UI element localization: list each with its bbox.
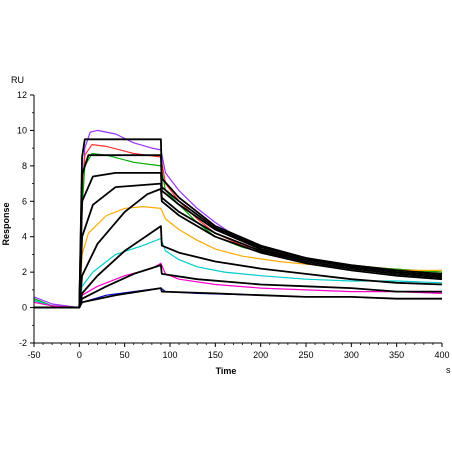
y-tick-label: 12: [17, 90, 27, 100]
x-tick-label: 400: [434, 350, 449, 360]
y-tick-label: 0: [22, 303, 27, 313]
y-tick-label: 6: [22, 196, 27, 206]
fit-curve-12: [34, 225, 443, 309]
x-tick-label: 200: [253, 350, 268, 360]
y-tick-label: -2: [19, 338, 27, 348]
x-axis-title: Time: [216, 366, 237, 376]
x-tick-label: 350: [389, 350, 404, 360]
fit-curve-10: [34, 182, 443, 309]
fit-curve-8: [34, 154, 443, 309]
y-tick-label: 10: [17, 125, 27, 135]
y-tick-label: 2: [22, 267, 27, 277]
fit-curve-11: [34, 188, 443, 309]
x-tick-label: 150: [208, 350, 223, 360]
y-unit-label: RU: [11, 75, 24, 85]
fit-curve-7: [34, 138, 443, 309]
fit-curve-14: [34, 287, 442, 309]
x-tick-label: 300: [344, 350, 359, 360]
x-tick-label: 100: [162, 350, 177, 360]
x-unit-label: s: [446, 365, 451, 375]
plot-lines: [33, 129, 443, 309]
x-tick-label: 50: [120, 350, 130, 360]
fit-curve-13: [34, 264, 442, 309]
y-axis-title: Response: [1, 202, 11, 245]
x-tick-label: 0: [77, 350, 82, 360]
y-tick-label: 8: [22, 161, 27, 171]
y-tick-label: 4: [22, 232, 27, 242]
axes: -50 0 50 100 150 200 250 300 350 400 -2 0 2 4 6 8 10 12: [17, 90, 450, 360]
fit-curve-9: [34, 172, 443, 309]
x-tick-label: 250: [298, 350, 313, 360]
x-tick-label: -50: [27, 350, 40, 360]
axis-labels: RU s Time Response: [1, 75, 451, 376]
